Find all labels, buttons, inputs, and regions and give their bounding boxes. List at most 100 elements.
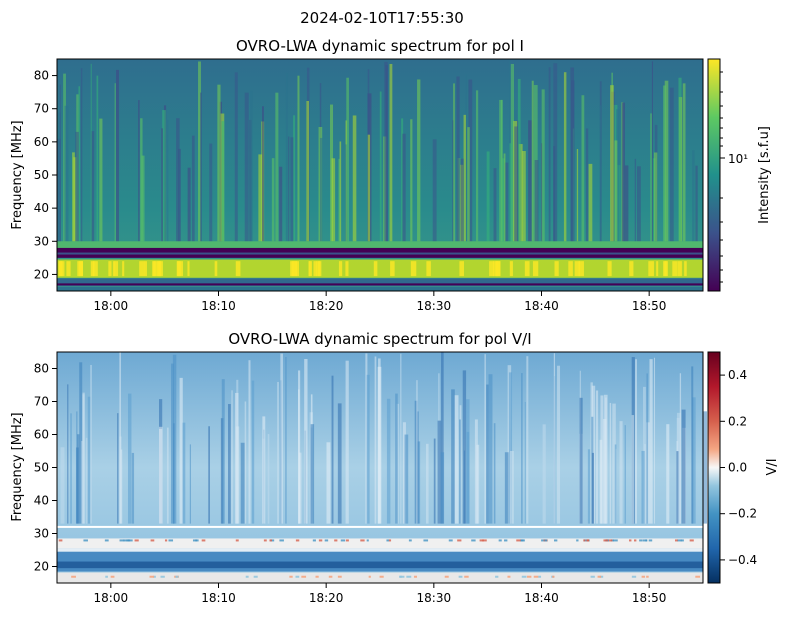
bright-band-speck-intensity-45 bbox=[607, 261, 612, 277]
neutral-band-speck-vi-53 bbox=[279, 539, 284, 542]
spectrum-streak-intensity-143 bbox=[541, 89, 545, 242]
spectrum-streak-intensity-81 bbox=[678, 77, 682, 242]
neutral-band-speck-vi-8 bbox=[150, 539, 155, 542]
bottom-band-speck-vi-0 bbox=[315, 575, 319, 578]
bright-band-speck-intensity-11 bbox=[313, 261, 318, 277]
neutral-band-speck-vi-30 bbox=[541, 539, 546, 542]
spectrum-streak-intensity-32 bbox=[531, 80, 534, 242]
spectrum-streak-intensity-23 bbox=[634, 158, 637, 242]
spectrum-streak-vi-88 bbox=[702, 411, 707, 524]
bright-band-speck-intensity-48 bbox=[532, 261, 539, 277]
spectrum-streak-vi-106 bbox=[366, 374, 370, 524]
spectrum-streak-vi-125 bbox=[614, 444, 617, 524]
spectrum-streak-intensity-72 bbox=[576, 149, 579, 242]
bright-band-speck-intensity-24 bbox=[61, 261, 65, 277]
bright-band-speck-intensity-5 bbox=[92, 261, 98, 277]
bottom-band-speck-vi-13 bbox=[590, 575, 595, 578]
x-tick-label-intensity-0: 18:00 bbox=[94, 299, 129, 313]
y-tick-label-vi-4: 60 bbox=[34, 428, 49, 442]
spectrum-streak-vi-120 bbox=[641, 450, 645, 524]
spectrum-streak-intensity-41 bbox=[73, 157, 77, 242]
neutral-band-speck-vi-26 bbox=[126, 539, 131, 542]
panel-vi: OVRO-LWA dynamic spectrum for pol V/I 18… bbox=[10, 330, 780, 605]
spectrum-streak-intensity-8 bbox=[528, 120, 532, 242]
pale-band-vi bbox=[57, 548, 703, 552]
spectrum-streak-vi-97 bbox=[681, 409, 686, 524]
spectrum-streak-intensity-127 bbox=[553, 63, 558, 242]
neutral-band-speck-vi-60 bbox=[366, 539, 369, 542]
neutral-band-speck-vi-56 bbox=[586, 539, 590, 542]
bright-band-speck-intensity-51 bbox=[66, 261, 71, 277]
spectrum-streak-intensity-124 bbox=[75, 131, 79, 242]
spectrum-streak-intensity-129 bbox=[514, 126, 518, 242]
spectrum-streak-vi-73 bbox=[386, 398, 391, 524]
spectrum-streak-vi-98 bbox=[466, 431, 470, 524]
neutral-band-speck-vi-44 bbox=[680, 539, 684, 542]
spectrum-streak-vi-59 bbox=[87, 396, 91, 524]
spectrum-streak-vi-145 bbox=[591, 452, 595, 524]
spectrum-streak-intensity-28 bbox=[141, 155, 145, 242]
spectrum-streak-vi-104 bbox=[440, 452, 445, 524]
bottom-band-speck-vi-34 bbox=[368, 575, 371, 578]
spectrum-streak-intensity-144 bbox=[410, 119, 413, 242]
heatmap-vi-bands bbox=[57, 525, 703, 583]
neutral-band-speck-vi-43 bbox=[334, 539, 338, 542]
spectrum-streak-intensity-123 bbox=[475, 90, 479, 242]
spectrum-streak-intensity-40 bbox=[588, 163, 593, 242]
spectrum-streak-vi-40 bbox=[666, 424, 670, 524]
bright-band-speck-intensity-7 bbox=[114, 261, 119, 277]
spectrum-streak-intensity-37 bbox=[384, 61, 388, 242]
bottom-band-speck-vi-32 bbox=[552, 575, 555, 578]
spectrum-streak-intensity-15 bbox=[219, 101, 222, 242]
bright-band-speck-intensity-31 bbox=[214, 261, 218, 277]
neutral-band-speck-vi-11 bbox=[498, 539, 502, 542]
bright-band-speck-intensity-50 bbox=[290, 261, 295, 277]
spectrum-streak-intensity-68 bbox=[510, 63, 515, 242]
bright-band-speck-intensity-25 bbox=[459, 261, 464, 277]
spectrum-streak-intensity-116 bbox=[614, 140, 618, 242]
spectrum-streak-vi-108 bbox=[508, 372, 513, 524]
spectrum-streak-vi-61 bbox=[240, 442, 245, 524]
spectrum-streak-vi-78 bbox=[624, 425, 626, 524]
spectrum-streak-intensity-126 bbox=[460, 158, 464, 242]
spectrum-streak-intensity-42 bbox=[80, 68, 83, 242]
bottom-band-speck-vi-37 bbox=[413, 575, 417, 578]
bottom-band-speck-vi-28 bbox=[149, 575, 155, 578]
bright-band-speck-intensity-9 bbox=[295, 261, 300, 277]
spectrum-streak-vi-7 bbox=[488, 374, 493, 524]
spectrum-streak-intensity-39 bbox=[209, 143, 213, 242]
spectrum-streak-vi-49 bbox=[81, 440, 83, 524]
neutral-band-speck-vi-65 bbox=[544, 539, 548, 542]
spectrum-streak-vi-143 bbox=[676, 451, 679, 524]
spectrum-streak-intensity-132 bbox=[456, 76, 460, 242]
spectrum-streak-vi-37 bbox=[365, 353, 368, 524]
spectrum-streak-intensity-48 bbox=[167, 119, 169, 242]
spectrum-streak-vi-71 bbox=[400, 353, 402, 524]
spectrum-streak-vi-45 bbox=[189, 444, 191, 524]
flagged-band-line-intensity bbox=[57, 252, 703, 255]
panel-intensity-title: OVRO-LWA dynamic spectrum for pol I bbox=[236, 37, 524, 55]
spectrum-streak-vi-39 bbox=[402, 422, 406, 524]
spectrum-streak-intensity-54 bbox=[486, 151, 490, 242]
spectrum-streak-vi-148 bbox=[474, 419, 478, 524]
spectrum-streak-intensity-71 bbox=[91, 131, 95, 242]
spectrum-streak-intensity-44 bbox=[187, 167, 191, 242]
spectrum-streak-vi-85 bbox=[331, 375, 334, 524]
spectrum-streak-intensity-18 bbox=[465, 74, 467, 242]
spectrum-streak-intensity-138 bbox=[338, 158, 340, 242]
suptitle: 2024-02-10T17:55:30 bbox=[300, 9, 464, 27]
bottom-band-speck-vi-7 bbox=[458, 575, 463, 578]
spectrum-streak-intensity-98 bbox=[379, 91, 382, 242]
spectrum-streak-intensity-115 bbox=[198, 61, 201, 242]
spectrum-streak-intensity-24 bbox=[468, 79, 473, 242]
spectrum-streak-vi-141 bbox=[462, 370, 467, 524]
bottom-band-speck-vi-35 bbox=[507, 575, 511, 578]
y-tick-label-intensity-0: 20 bbox=[34, 267, 49, 281]
spectrum-streak-intensity-53 bbox=[319, 137, 323, 242]
spectrum-streak-vi-115 bbox=[521, 373, 523, 524]
x-axis-intensity: 18:00 18:10 18:20 18:30 18:40 18:50 bbox=[94, 291, 666, 313]
spectrum-streak-vi-100 bbox=[587, 449, 591, 524]
bottom-band-speck-vi-20 bbox=[301, 575, 307, 578]
bottom-band-speck-vi-23 bbox=[71, 575, 76, 578]
bottom-band-speck-vi-22 bbox=[160, 575, 165, 578]
